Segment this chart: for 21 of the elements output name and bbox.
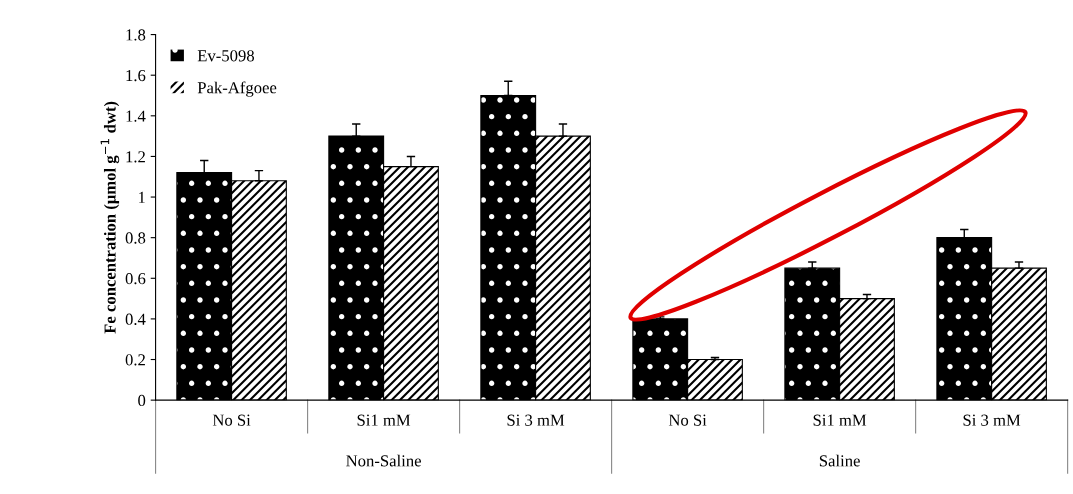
x-tick-label: Si 3 mM [963,414,1021,426]
x-tick-label: Si1 mM [357,414,411,426]
x-tick-label: Si 3 mM [507,414,565,426]
y-tick-label: 1 [139,191,145,203]
y-tick-label: 1.6 [126,69,146,82]
y-tick-label: 0.8 [125,232,146,244]
legend-label: Ev-5098 [197,50,255,62]
text: Non-Saline [346,454,421,467]
legend-label: Pak-Afgoee [197,81,277,97]
y-tick-label: 1.8 [126,29,146,41]
y-tick-label: 1.2 [126,151,145,163]
x-tick-label: Si1 mM [813,414,867,426]
x-tick-label: No Si [668,414,707,426]
y-tick-label: 0.4 [125,313,146,325]
y-tick-label: 0.6 [125,272,146,285]
y-tick-label: 0.2 [125,354,145,366]
y-tick-label: 1.4 [126,110,146,122]
x-tick-label: No Si [212,414,251,426]
y-tick-label: 0 [138,394,146,407]
text: Saline [819,454,860,467]
y-axis-title: Fe concentration (μmol g$^{−1}$ dwt) [100,101,120,334]
